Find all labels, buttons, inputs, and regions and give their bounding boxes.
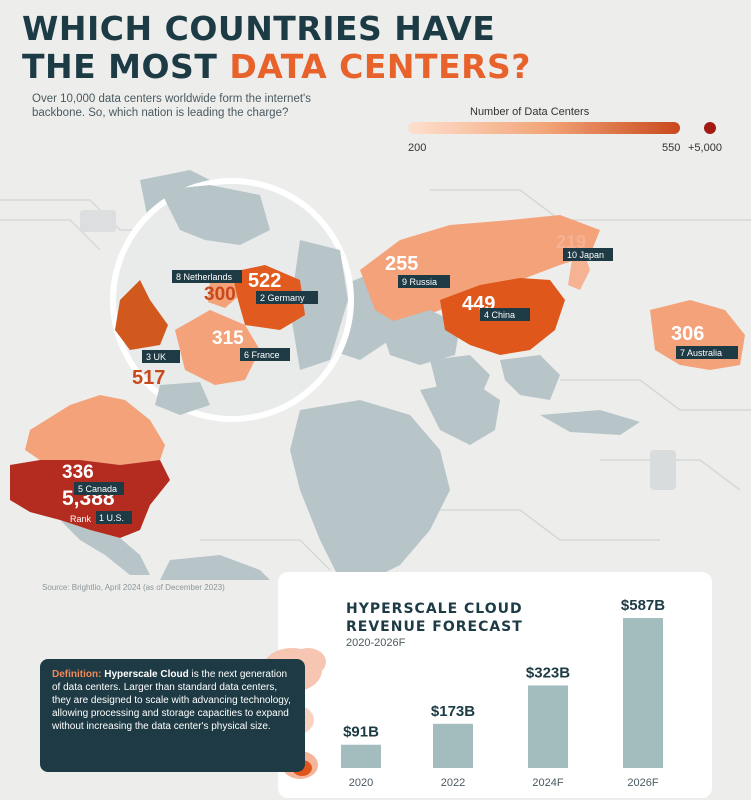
title-line-2: THE MOST DATA CENTERS? — [22, 48, 531, 86]
rank-name-uk: UK — [154, 352, 167, 362]
bar-value-label: $587B — [621, 597, 665, 614]
country-canada — [25, 395, 165, 465]
legend-extra-label: +5,000 — [688, 142, 722, 154]
rank-name-canada: Canada — [86, 484, 118, 494]
infographic-subtitle: Over 10,000 data centers worldwide form … — [32, 93, 311, 119]
value-label-uk: 517 — [132, 367, 165, 389]
country-france — [175, 310, 260, 385]
svg-text:6 France: 6 France — [244, 350, 280, 360]
x-tick-label: 2026F — [627, 777, 658, 789]
rank-name-russia: Russia — [410, 277, 438, 287]
svg-text:4 China: 4 China — [484, 310, 515, 320]
rank-name-france: France — [252, 350, 280, 360]
server-icon — [650, 450, 676, 490]
region-southeast-asia — [500, 355, 560, 400]
legend-extreme-dot — [704, 122, 716, 134]
rank-num-russia: 9 — [402, 277, 407, 287]
rank-num-china: 4 — [484, 310, 489, 320]
value-label-australia: 306 — [671, 323, 704, 345]
country-uk — [115, 280, 168, 350]
rank-num-australia: 7 — [680, 348, 685, 358]
definition-term: Hyperscale Cloud — [104, 669, 189, 680]
region-central-asia — [380, 310, 460, 365]
svg-text:5 Canada: 5 Canada — [78, 484, 117, 494]
chip-icon — [80, 210, 116, 232]
chart-title: HYPERSCALE CLOUD REVENUE FORECAST — [346, 600, 523, 636]
chart-title-line-2: REVENUE FORECAST — [346, 619, 523, 635]
rank-name-us: U.S. — [107, 513, 125, 523]
continent-south-america — [160, 555, 270, 580]
map-rank-badges: 8 Netherlands 2 Germany 6 France 3 UK 9 … — [74, 248, 738, 524]
value-label-japan: 219 — [556, 232, 586, 252]
bar-2022 — [433, 723, 473, 768]
infographic-title: WHICH COUNTRIES HAVE THE MOST DATA CENTE… — [22, 10, 531, 86]
bar-2026f — [623, 618, 663, 768]
europe-zoom-map — [115, 185, 348, 415]
country-netherlands — [208, 275, 240, 308]
value-label-netherlands: 300 — [204, 284, 236, 305]
rank-num-canada: 5 — [78, 484, 83, 494]
svg-text:9 Russia: 9 Russia — [402, 277, 437, 287]
country-russia — [360, 215, 600, 325]
rank-name-australia: Australia — [687, 348, 722, 358]
chart-subtitle: 2020-2026F — [346, 637, 406, 649]
rank-num-us: 1 — [99, 513, 104, 523]
definition-text: is the next generation of data centers. … — [52, 669, 291, 732]
legend-max-label: 550 — [662, 142, 681, 154]
x-tick-label: 2024F — [532, 777, 563, 789]
region-indonesia — [540, 410, 640, 435]
bar-value-label: $173B — [431, 703, 475, 720]
title-accent: DATA CENTERS? — [229, 47, 531, 86]
legend-min-label: 200 — [408, 142, 427, 154]
rank-num-germany: 2 — [260, 293, 265, 303]
svg-text:1 U.S.: 1 U.S. — [99, 513, 124, 523]
legend-title: Number of Data Centers — [470, 106, 590, 118]
rank-word-label: Rank — [70, 514, 92, 524]
value-label-france: 315 — [212, 328, 244, 349]
bar-2020 — [341, 744, 381, 768]
x-tick-label: 2020 — [349, 777, 373, 789]
title-line-1: WHICH COUNTRIES HAVE — [22, 9, 496, 48]
rank-num-netherlands: 8 — [176, 272, 181, 282]
rank-name-china: China — [492, 310, 516, 320]
bar-2024f — [528, 685, 568, 768]
rank-num-uk: 3 — [146, 352, 151, 362]
value-label-canada: 336 — [62, 462, 94, 483]
chart-title-line-1: HYPERSCALE CLOUD — [346, 601, 523, 617]
rank-num-france: 6 — [244, 350, 249, 360]
svg-text:3 UK: 3 UK — [146, 352, 166, 362]
country-india — [430, 355, 490, 425]
value-label-russia: 255 — [385, 253, 418, 275]
revenue-bar-chart: $91B 2020 $173B 2022 $323B 2024F $587B 2026F — [341, 597, 665, 789]
rank-name-japan: Japan — [580, 250, 605, 260]
country-mexico — [60, 520, 150, 575]
title-line-2-start: THE MOST — [22, 47, 230, 86]
definition-head: Definition: — [52, 669, 102, 680]
rank-num-japan: 10 — [567, 250, 577, 260]
definition-box: Definition: Hyperscale Cloud is the next… — [40, 659, 305, 772]
value-label-germany: 522 — [248, 270, 281, 292]
bar-value-label: $91B — [343, 724, 379, 741]
world-map: 522 300 315 517 255 449 219 306 336 5,38… — [0, 170, 751, 580]
svg-text:7 Australia: 7 Australia — [680, 348, 722, 358]
rank-name-germany: Germany — [268, 293, 306, 303]
bar-value-label: $323B — [526, 664, 570, 681]
rank-name-netherlands: Netherlands — [184, 272, 233, 282]
continent-africa — [290, 400, 450, 580]
legend-gradient-bar — [408, 122, 680, 134]
source-note: Source: Brightlio, April 2024 (as of Dec… — [42, 583, 225, 592]
x-tick-label: 2022 — [441, 777, 465, 789]
svg-text:10 Japan: 10 Japan — [567, 250, 604, 260]
country-japan — [568, 255, 590, 290]
svg-text:2 Germany: 2 Germany — [260, 293, 305, 303]
svg-text:8 Netherlands: 8 Netherlands — [176, 272, 233, 282]
